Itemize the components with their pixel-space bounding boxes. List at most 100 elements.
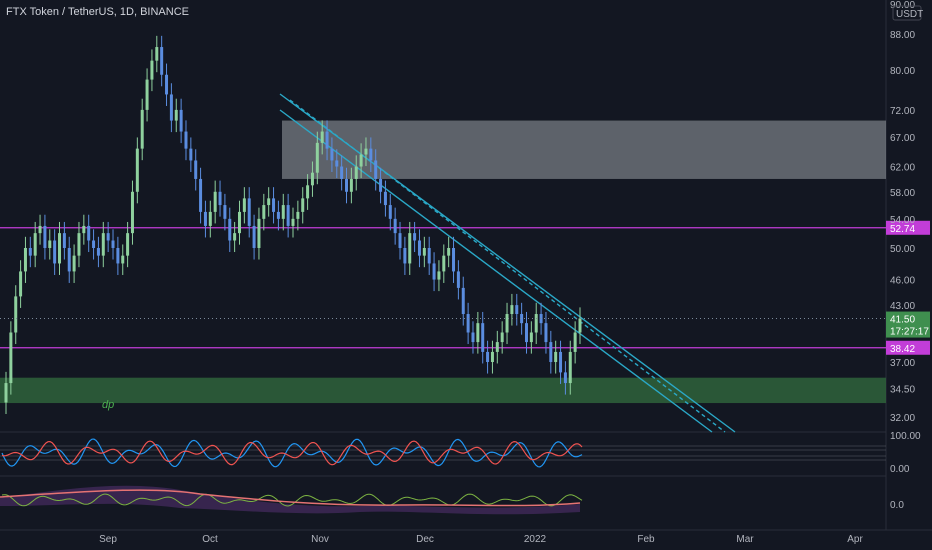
candle-body [101,233,105,256]
candle-body [43,225,47,248]
candle-body [179,109,183,132]
candle-body [228,218,232,241]
countdown-tag: 17:27:17 [890,327,929,338]
chart-title: FTX Token / TetherUS, 1D, BINANCE [6,6,189,18]
candle-body [408,233,412,264]
candle-body [563,372,567,384]
candle-body [432,263,436,280]
candle-body [515,305,519,315]
osc-band [0,485,580,515]
candle-body [213,191,217,212]
y-tick-label: 54.00 [890,215,915,226]
candle-body [174,109,178,121]
candle-body [23,247,27,272]
currency-box [892,5,922,21]
candle-body [276,211,280,219]
candle-body [364,148,368,155]
candle-body [62,233,66,248]
candle-body [466,314,470,333]
candle-body [359,154,363,167]
x-tick-label: 2022 [524,534,547,545]
candle-body [291,218,295,226]
zone-resistance [282,120,886,179]
y-tick-label: 67.00 [890,133,915,144]
candle-body [476,323,480,343]
y-tick-label: 88.00 [890,30,915,41]
candle-body [301,198,305,212]
x-tick-label: Mar [736,534,754,545]
candle-body [349,178,353,192]
candle-body [189,148,193,161]
rsi-tick-label: 100.00 [890,431,921,442]
osc-line-b [1,493,583,507]
candle-body [257,218,261,248]
x-tick-label: Feb [637,534,655,545]
candle-body [481,323,485,352]
y-tick-label: 43.00 [890,301,915,312]
candle-body [145,79,149,110]
rsi-tick-label: 0.00 [890,464,910,475]
candle-body [495,342,499,352]
candle-body [218,191,222,206]
candle-body [96,247,100,256]
candle-body [471,332,475,343]
candle-body [38,225,42,234]
osc-tick-label: 0.0 [890,500,904,511]
candle-body [87,225,91,241]
zone-support [0,377,886,404]
candle-body [544,323,548,343]
candle-body [315,142,319,173]
candle-body [340,166,344,179]
candle-body [223,205,227,219]
level-tag-1: 38.42 [890,344,915,355]
y-tick-label: 46.00 [890,276,915,287]
candle-body [539,314,543,324]
candle-body [130,191,134,234]
candle-body [529,332,533,343]
candle-body [135,148,139,192]
candle-body [106,233,110,241]
x-tick-label: Oct [202,534,218,545]
candle-body [48,240,52,248]
candle-body [505,314,509,333]
channel-line-2 [279,109,713,433]
candle-body [403,247,407,264]
candle-body [14,296,18,333]
candle-body [554,351,558,363]
y-tick-label: 72.00 [890,106,915,117]
candle-body [442,255,446,272]
candle-body [568,351,572,384]
candle-body [354,166,358,179]
candle-body [165,74,169,95]
y-tick-label: 62.00 [890,163,915,174]
candle-body [379,178,383,192]
candle-body [155,47,159,61]
candle-body [486,351,490,363]
candle-body [140,109,144,149]
candle-body [306,185,310,199]
candle-body [267,198,271,206]
candle-body [393,218,397,234]
candle-body [578,318,582,333]
candle-body [447,247,451,256]
y-tick-label: 37.00 [890,358,915,369]
candle-body [573,332,577,352]
candle-body [345,178,349,192]
candle-body [452,247,456,272]
candle-body [534,314,538,333]
currency-label: USDT [896,9,923,20]
candle-body [150,60,154,80]
x-tick-label: Nov [311,534,329,545]
candle-body [510,305,514,315]
candle-body [252,225,256,248]
level-tag-bg-1 [886,340,930,355]
candle-body [194,160,198,179]
y-tick-label: 50.00 [890,244,915,255]
x-tick-label: Apr [847,534,863,545]
candle-body [126,233,130,256]
candle-body [82,225,86,234]
candle-body [67,247,71,272]
candle-body [325,131,329,149]
candle-body [111,240,115,248]
